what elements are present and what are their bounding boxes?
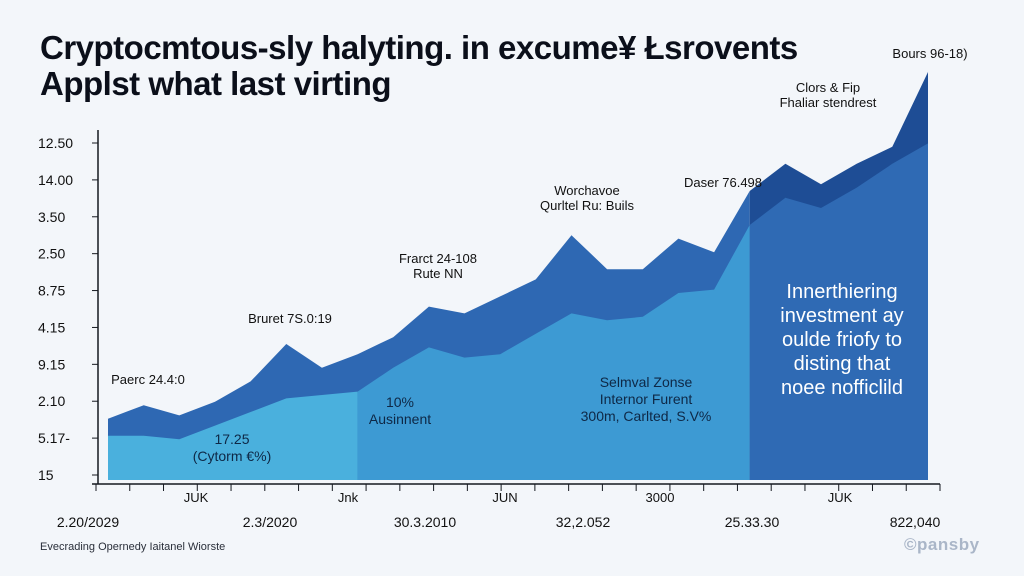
upper-point-12 — [534, 278, 537, 281]
lower-point-0 — [107, 434, 110, 437]
upper-point-2 — [178, 414, 181, 417]
inner-label-1-line1: 10% — [386, 394, 414, 410]
lower-point-18 — [748, 224, 751, 227]
upper-point-23 — [927, 71, 930, 74]
lower-point-19 — [784, 196, 787, 199]
annotation-2-line2: Rute NN — [413, 266, 463, 281]
lower-point-23 — [927, 142, 930, 145]
inner-label-2-line3: 300m, Carlted, S.V% — [581, 408, 712, 424]
annotation-6-line1: Bours 96-18) — [892, 46, 967, 61]
y-tick-label-1: 5.17- — [38, 430, 70, 446]
upper-point-20 — [820, 183, 823, 186]
annotation-4-line1: Daser 76.498 — [684, 175, 762, 190]
lower-point-7 — [356, 390, 359, 393]
lower-point-3 — [213, 424, 216, 427]
upper-point-9 — [427, 305, 430, 308]
callout-line-4: noee nofficlild — [781, 377, 903, 399]
title-line-2: Applst what last virting — [40, 65, 392, 102]
lower-point-16 — [677, 292, 680, 295]
upper-point-8 — [392, 336, 395, 339]
y-tick-label-6: 2.50 — [38, 246, 65, 262]
y-tick-label-9: 12.50 — [38, 135, 73, 151]
x-date-label-1: 2.3/2020 — [243, 514, 298, 530]
callout-line-3: disting that — [794, 353, 891, 375]
upper-point-5 — [285, 343, 288, 346]
lower-point-10 — [463, 356, 466, 359]
lower-point-20 — [820, 207, 823, 210]
upper-point-0 — [107, 417, 110, 420]
inner-label-1-line2: Ausinnent — [369, 411, 431, 427]
inner-label-2-line2: Internor Furent — [600, 391, 693, 407]
brand-watermark: ©pansby — [904, 535, 980, 554]
lower-point-9 — [427, 346, 430, 349]
y-tick-label-4: 4.15 — [38, 319, 65, 335]
y-tick-label-2: 2.10 — [38, 393, 65, 409]
upper-point-10 — [463, 312, 466, 315]
lower-point-14 — [606, 319, 609, 322]
upper-point-11 — [499, 295, 502, 298]
upper-point-14 — [606, 268, 609, 271]
inner-label-0-line2: (Cytorm €%) — [193, 448, 272, 464]
lower-point-22 — [891, 162, 894, 165]
series-lower-area — [357, 225, 750, 480]
upper-point-19 — [784, 162, 787, 165]
x-date-label-3: 32,2.052 — [556, 514, 611, 530]
upper-point-7 — [356, 353, 359, 356]
upper-point-6 — [320, 366, 323, 369]
callout-line-1: investment ay — [780, 305, 903, 327]
x-tick-label-0: JUK — [184, 490, 209, 505]
y-tick-label-0: 15 — [38, 467, 54, 483]
lower-point-12 — [534, 332, 537, 335]
chart-title: Cryptocmtous-sly halyting. in excume¥ Łs… — [40, 30, 798, 102]
source-note: Evecrading Opernedy Iaitanel Wiorste — [40, 541, 226, 553]
upper-point-16 — [677, 237, 680, 240]
y-tick-label-7: 3.50 — [38, 209, 65, 225]
upper-point-1 — [142, 404, 145, 407]
upper-point-22 — [891, 145, 894, 148]
upper-point-15 — [641, 268, 644, 271]
lower-point-8 — [392, 366, 395, 369]
x-date-label-4: 25.33.30 — [725, 514, 780, 530]
x-tick-label-3: 3000 — [646, 490, 675, 505]
x-tick-label-4: JUK — [828, 490, 853, 505]
lower-point-11 — [499, 353, 502, 356]
y-tick-label-5: 8.75 — [38, 283, 65, 299]
lower-point-4 — [249, 411, 252, 414]
upper-point-4 — [249, 380, 252, 383]
annotation-0-line1: Paerc 24.4:0 — [111, 372, 185, 387]
inner-label-0-line1: 17.25 — [214, 431, 249, 447]
annotation-5-line2: Fhaliar stendrest — [780, 95, 877, 110]
title-line-1: Cryptocmtous-sly halyting. in excume¥ Łs… — [40, 29, 798, 66]
callout-line-0: Innerthiering — [786, 281, 897, 303]
upper-point-17 — [713, 251, 716, 254]
series-lower-area-start — [108, 391, 358, 480]
y-tick-label-8: 14.00 — [38, 172, 73, 188]
lower-point-21 — [855, 186, 858, 189]
annotation-3-line1: Worchavoe — [554, 183, 620, 198]
annotation-3-line2: Qurltel Ru: Buils — [540, 198, 634, 213]
annotation-1-line1: Bruret 7S.0:19 — [248, 311, 332, 326]
x-tick-label-2: JUN — [492, 490, 517, 505]
lower-point-1 — [142, 434, 145, 437]
x-date-label-5: 822,040 — [890, 514, 941, 530]
lower-point-5 — [285, 397, 288, 400]
lower-point-15 — [641, 315, 644, 318]
x-date-label-0: 2.20/2029 — [57, 514, 119, 530]
series-lower-area-shaded — [749, 143, 928, 480]
lower-point-6 — [320, 394, 323, 397]
x-date-label-2: 30.3.2010 — [394, 514, 456, 530]
callout-line-2: oulde friofy to — [782, 329, 902, 351]
annotation-2-line1: Frarct 24-108 — [399, 251, 477, 266]
upper-point-3 — [213, 400, 216, 403]
lower-point-2 — [178, 438, 181, 441]
lower-point-17 — [713, 288, 716, 291]
lower-point-13 — [570, 312, 573, 315]
y-tick-label-3: 9.15 — [38, 356, 65, 372]
upper-point-21 — [855, 162, 858, 165]
inner-label-2-line1: Selmval Zonse — [600, 374, 693, 390]
annotation-5-line1: Clors & Fip — [796, 80, 860, 95]
upper-point-13 — [570, 234, 573, 237]
x-tick-label-1: Jnk — [338, 490, 359, 505]
